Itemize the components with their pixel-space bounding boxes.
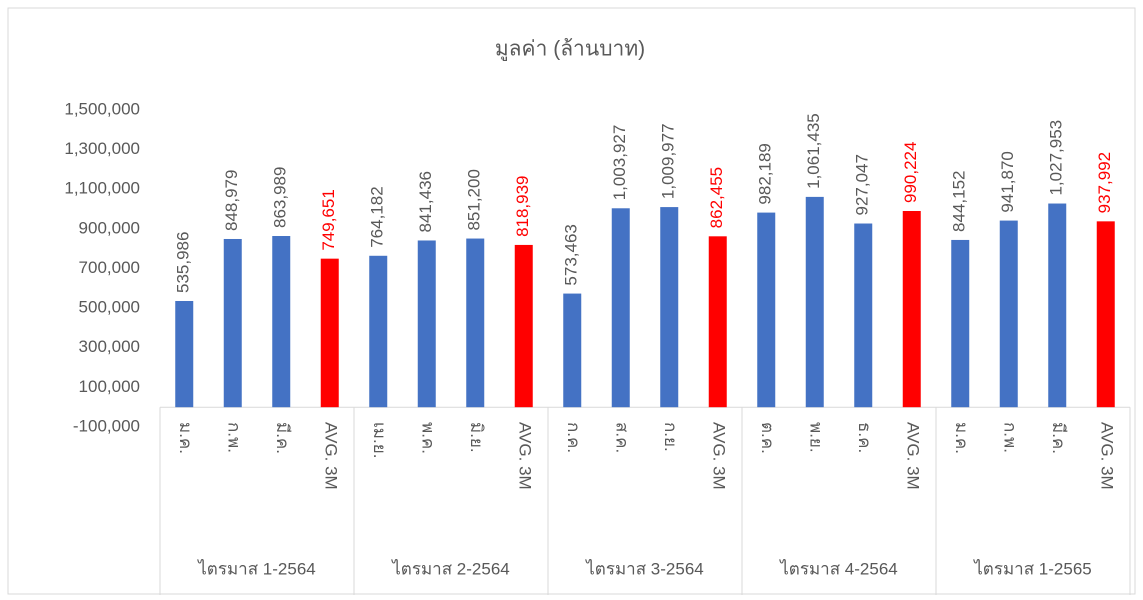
x-tick-label: พ.ย. [806,422,825,453]
x-tick-label: AVG. 3M [321,422,340,490]
data-label: 941,870 [998,151,1017,212]
data-label: 1,027,953 [1047,120,1066,196]
y-tick-label: -100,000 [73,416,140,435]
x-tick-label: AVG. 3M [515,422,534,490]
bar [514,244,533,408]
y-tick-label: 100,000 [79,377,140,396]
bar [320,258,339,408]
bar [175,300,194,408]
data-label: 982,189 [756,143,775,204]
data-label: 841,436 [416,171,435,232]
x-tick-label: ส.ค. [612,422,631,453]
data-label: 764,182 [368,186,387,247]
data-label: 927,047 [853,154,872,215]
x-tick-label: ก.พ. [1000,422,1019,453]
group-label: ไตรมาส 1-2565 [972,558,1092,578]
data-label: 535,986 [174,232,193,293]
data-label: 818,939 [513,175,532,236]
y-tick-label: 500,000 [79,298,140,317]
y-tick-label: 700,000 [79,258,140,277]
x-tick-label: ก.ค. [564,422,583,453]
data-label: 749,651 [319,189,338,250]
x-tick-label: AVG. 3M [1097,422,1116,490]
data-label: 1,003,927 [610,125,629,201]
group-label: ไตรมาส 4-2564 [778,558,898,578]
data-label: 937,992 [1095,152,1114,213]
data-label: 1,061,435 [804,113,823,189]
bar [854,223,873,408]
bar [757,212,776,408]
x-tick-label: มิ.ย. [467,422,486,453]
bar [611,208,630,408]
x-tick-label: มี.ค. [273,422,292,454]
x-tick-label: ม.ค. [952,422,971,454]
bar [1096,221,1115,408]
bar [466,238,485,408]
x-tick-label: ธ.ค. [855,422,874,453]
chart-title: มูลค่า (ล้านบาท) [495,38,645,62]
y-tick-label: 1,100,000 [64,179,140,198]
group-label: ไตรมาส 3-2564 [584,558,704,578]
x-tick-label: AVG. 3M [903,422,922,490]
bar [563,293,582,408]
data-label: 990,224 [901,142,920,203]
data-label: 1,009,977 [659,123,678,199]
bar [223,238,242,408]
bar [272,236,291,408]
data-label: 863,989 [271,167,290,228]
bar [369,255,388,408]
bar [951,239,970,408]
bar [708,236,727,408]
bar [660,207,679,408]
bar [805,196,824,408]
x-tick-label: เม.ย. [370,422,389,458]
bar [902,210,921,408]
bar [417,240,436,408]
x-tick-label: ม.ค. [176,422,195,454]
x-tick-label: ก.พ. [224,422,243,453]
x-tick-label: ต.ค. [758,422,777,454]
bar [1048,203,1067,408]
data-label: 851,200 [465,169,484,230]
y-tick-label: 1,500,000 [64,99,140,118]
data-label: 844,152 [950,170,969,231]
group-label: ไตรมาส 2-2564 [390,558,510,578]
y-tick-label: 900,000 [79,218,140,237]
y-tick-label: 1,300,000 [64,139,140,158]
x-tick-label: พ.ค. [418,422,437,454]
y-tick-label: 300,000 [79,337,140,356]
data-label: 862,455 [707,167,726,228]
group-label: ไตรมาส 1-2564 [196,558,316,578]
data-label: 573,463 [562,224,581,285]
bar [999,220,1018,408]
x-tick-label: มี.ค. [1049,422,1068,454]
x-tick-label: ก.ย. [661,422,680,452]
data-label: 848,979 [222,170,241,231]
x-tick-label: AVG. 3M [709,422,728,490]
